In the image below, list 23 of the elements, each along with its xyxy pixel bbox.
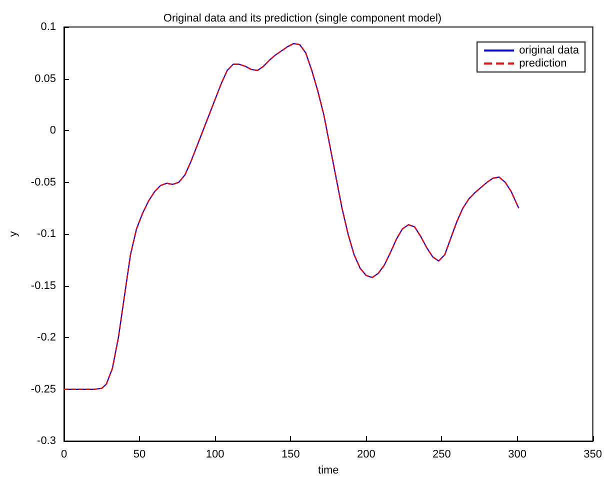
- x-tick-label: 100: [206, 448, 224, 461]
- legend-label: prediction: [519, 58, 567, 70]
- x-tick-label: 250: [432, 448, 451, 461]
- x-tick-label: 0: [60, 448, 68, 461]
- y-tick-label: 0.05: [34, 72, 56, 85]
- y-tick-label: -0.05: [30, 176, 56, 188]
- line-series: [63, 42, 520, 390]
- x-tick-label: 50: [133, 448, 146, 461]
- y-tick-label: -0.3: [37, 435, 56, 448]
- x-tick-label: 200: [357, 448, 376, 461]
- y-tick-label: -0.25: [30, 383, 56, 396]
- x-tick-label: 300: [508, 448, 526, 461]
- y-tick-label: -0.2: [37, 332, 56, 344]
- y-tick-label: -0.15: [30, 280, 56, 292]
- x-axis-title: time: [318, 464, 339, 476]
- x-tick-label: 150: [281, 448, 300, 461]
- y-tick-label: -0.1: [37, 228, 56, 240]
- chart-title: Original data and its prediction (single component model): [163, 12, 442, 24]
- x-tick-label: 350: [584, 448, 602, 461]
- y-tick-label: 0.1: [40, 21, 56, 33]
- y-axis-title: y: [8, 230, 20, 237]
- legend-label: original data: [519, 44, 580, 56]
- y-tick-label: 0: [50, 124, 56, 137]
